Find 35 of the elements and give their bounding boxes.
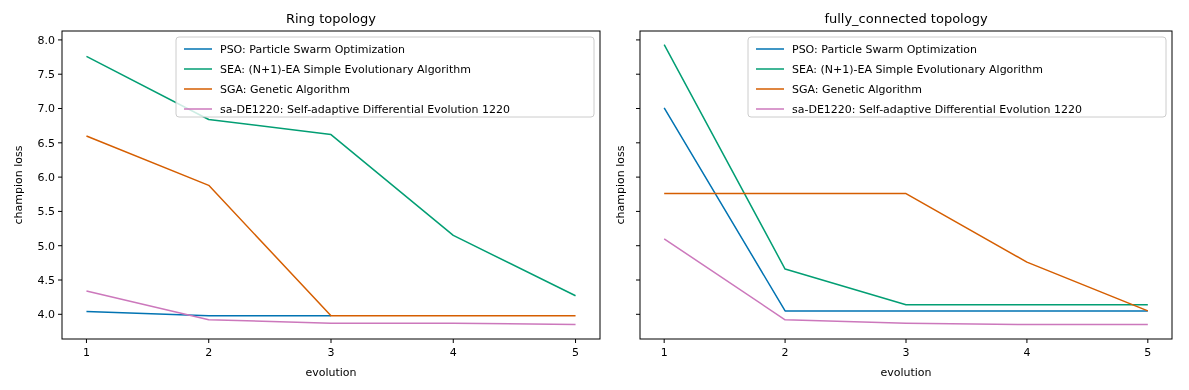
x-tick-label: 3	[902, 346, 910, 359]
legend-label: sa-DE1220: Self-adaptive Differential Evolution 1220	[220, 102, 511, 116]
x-tick-label: 4	[1023, 346, 1031, 359]
x-tick-label: 3	[327, 346, 335, 359]
y-axis-title: champion loss	[12, 145, 25, 225]
x-tick-label: 2	[205, 346, 213, 359]
x-axis-title: evolution	[305, 366, 357, 379]
x-tick-label: 1	[82, 346, 90, 359]
y-tick-label: 6.5	[37, 136, 55, 150]
x-tick-label: 4	[449, 346, 457, 359]
chart-title: Ring topology	[285, 11, 377, 26]
legend-label: SGA: Genetic Algorithm	[792, 82, 922, 96]
legend-label: PSO: Particle Swarm Optimization	[220, 42, 406, 56]
y-tick-label: 6.0	[37, 170, 55, 184]
y-tick-label: 7.5	[37, 68, 55, 82]
y-tick-label: 5.0	[37, 239, 55, 253]
legend-label: SEA: (N+1)-EA Simple Evolutionary Algorithm	[220, 62, 471, 76]
legend-label: SGA: Genetic Algorithm	[220, 82, 350, 96]
y-tick-label: 4.5	[37, 273, 55, 287]
x-tick-label: 5	[1144, 346, 1152, 359]
legend-label: PSO: Particle Swarm Optimization	[792, 42, 978, 56]
x-tick-label: 5	[572, 346, 580, 359]
x-tick-label: 1	[660, 346, 668, 359]
legend-label: SEA: (N+1)-EA Simple Evolutionary Algorithm	[792, 62, 1043, 76]
legend-label: sa-DE1220: Self-adaptive Differential Evolution 1220	[792, 102, 1083, 116]
x-tick-label: 2	[781, 346, 789, 359]
line-series	[85, 290, 577, 326]
y-axis-title: champion loss	[614, 145, 627, 225]
chart-title: fully_connected topology	[824, 11, 988, 26]
line-series	[85, 55, 577, 297]
y-tick-label: 5.5	[37, 205, 55, 219]
y-tick-label: 4.0	[37, 308, 55, 322]
x-axis-title: evolution	[880, 366, 932, 379]
y-tick-label: 7.0	[37, 102, 55, 116]
y-tick-label: 8.0	[37, 33, 55, 47]
